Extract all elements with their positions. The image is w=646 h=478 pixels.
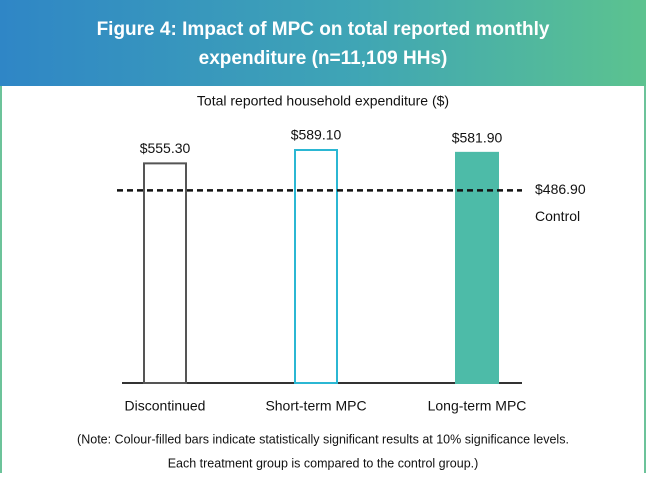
header xyxy=(0,0,646,86)
reference-name: Control xyxy=(535,208,580,224)
chart-title: Figure 4: Impact of MPC on total reporte… xyxy=(97,19,550,40)
x-tick-label: Long-term MPC xyxy=(428,398,527,414)
value-label: $555.30 xyxy=(140,140,191,156)
reference-label: $486.90 xyxy=(535,181,586,197)
x-tick-label: Discontinued xyxy=(125,398,206,414)
bar xyxy=(143,162,187,384)
x-tick-label: Short-term MPC xyxy=(265,398,366,414)
value-label: $589.10 xyxy=(291,127,342,143)
bar xyxy=(294,149,338,384)
note: Each treatment group is compared to the … xyxy=(168,456,479,470)
note: (Note: Colour-filled bars indicate stati… xyxy=(77,432,569,446)
subtitle: Total reported household expenditure ($) xyxy=(197,93,449,109)
bar xyxy=(455,151,499,384)
value-label: $581.90 xyxy=(452,130,503,146)
chart-title: expenditure (n=11,109 HHs) xyxy=(199,48,448,69)
